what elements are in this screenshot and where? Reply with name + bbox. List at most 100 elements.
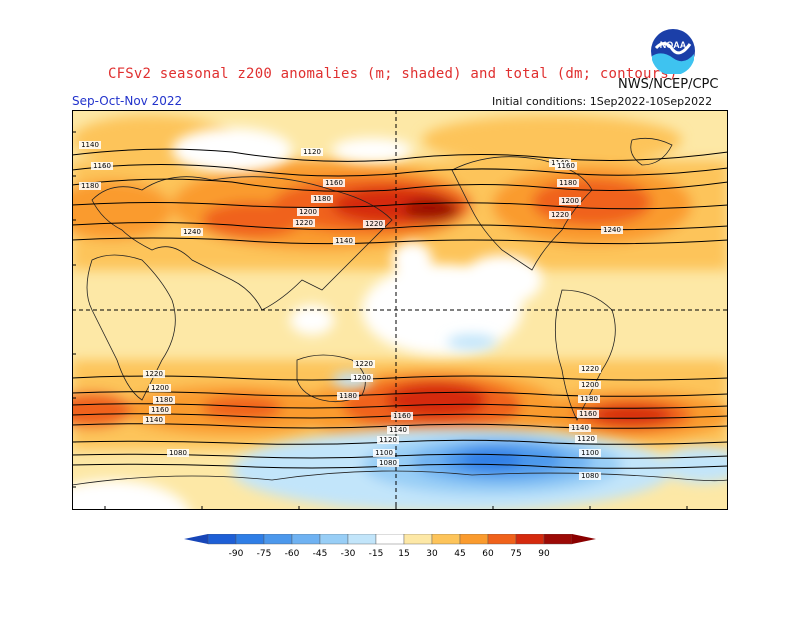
svg-text:1220: 1220 [355,360,373,368]
svg-text:1180: 1180 [81,182,99,190]
svg-text:1160: 1160 [93,162,111,170]
contour-label: 1180 [557,179,579,187]
season-label: Sep-Oct-Nov 2022 [72,94,183,108]
svg-text:1220: 1220 [551,211,569,219]
contour-label: 1180 [337,392,359,400]
contour-label: 1080 [167,449,189,457]
contour-label: 1220 [143,370,165,378]
neutral-anomaly-shading [72,128,542,510]
colorbar-box [487,534,517,545]
contour-label: 1200 [559,197,581,205]
svg-text:1120: 1120 [303,148,321,156]
contour-label: 1160 [149,406,171,414]
contour-label: 1140 [143,416,165,424]
contour-label: 1140 [387,426,409,434]
contour-label: 1160 [577,410,599,418]
contour-label: 1140 [569,424,591,432]
colorbar-box [235,534,265,545]
contour-label: 1240 [181,228,203,236]
initial-conditions-label: Initial conditions: 1Sep2022-10Sep2022 [492,95,713,108]
colorbar-label: -90 [229,549,244,559]
contour-label: 1100 [373,449,395,457]
contour-label: 1120 [301,148,323,156]
contour-label: 1220 [363,220,385,228]
colorbar-end-left [184,534,208,544]
svg-text:1200: 1200 [561,197,579,205]
colorbar-label: -75 [257,549,272,559]
colorbar-label: 90 [538,549,550,559]
colorbar-label: 45 [454,549,465,559]
contour-label: 1080 [579,472,601,480]
colorbar-box [431,534,461,545]
contour-label: 1080 [377,459,399,467]
svg-text:1080: 1080 [581,472,599,480]
svg-text:1120: 1120 [379,436,397,444]
svg-text:1160: 1160 [151,406,169,414]
colorbar-label: 15 [398,549,409,559]
svg-text:1200: 1200 [299,208,317,216]
svg-text:1140: 1140 [81,141,99,149]
svg-text:1220: 1220 [365,220,383,228]
colorbar-label: -45 [313,549,328,559]
contour-label: 1220 [353,360,375,368]
svg-text:1140: 1140 [389,426,407,434]
colorbar-label: 30 [426,549,438,559]
contour-labels: 1140 1160 1180 1120 1140 1160 1180 1200 1220 1240… [79,141,623,480]
contour-label: 1180 [578,395,600,403]
svg-text:1140: 1140 [335,237,353,245]
colorbar-box [459,534,489,545]
contour-label: 1140 [79,141,101,149]
colorbar-box [263,534,293,545]
colorbar-box [319,534,349,545]
svg-text:1160: 1160 [325,179,343,187]
colorbar-label: 60 [482,549,494,559]
svg-text:1180: 1180 [559,179,577,187]
colorbar-label: -15 [369,549,384,559]
contour-label: 1100 [579,449,601,457]
contour-label: 1220 [549,211,571,219]
contour-label: 1200 [351,374,373,382]
colorbar-box [207,534,237,545]
colorbar-label: -60 [285,549,300,559]
contour-label: 1160 [391,412,413,420]
colorbar-box [403,534,433,545]
colorbar-end-right [572,534,596,544]
contour-label: 1120 [575,435,597,443]
contour-label: 1220 [293,219,315,227]
svg-text:1180: 1180 [580,395,598,403]
svg-text:1120: 1120 [577,435,595,443]
svg-text:1200: 1200 [581,381,599,389]
anomaly-colorbar: -90 -75 -60 -45 -30 -15 15 30 45 60 75 90 [184,534,596,559]
svg-text:1240: 1240 [183,228,201,236]
svg-text:1220: 1220 [145,370,163,378]
contour-label: 1160 [555,162,577,170]
svg-text:1140: 1140 [145,416,163,424]
colorbar-box [543,534,573,545]
noaa-logo-text: NOAA [660,40,687,50]
svg-text:1220: 1220 [295,219,313,227]
contour-label: 1220 [579,365,601,373]
negative-anomaly-shading [232,334,728,510]
reference-lines [72,110,728,510]
svg-text:1080: 1080 [169,449,187,457]
svg-text:1180: 1180 [339,392,357,400]
svg-text:1100: 1100 [581,449,599,457]
colorbar-label: 75 [510,549,521,559]
contour-label: 1140 [333,237,355,245]
contour-label: 1200 [297,208,319,216]
contour-label: 1180 [311,195,333,203]
colorbar-box [515,534,545,545]
contour-label: 1200 [149,384,171,392]
noaa-logo: NOAA [651,29,695,74]
contour-label: 1200 [579,381,601,389]
contour-label: 1180 [153,396,175,404]
contour-label: 1240 [601,226,623,234]
source-label: NWS/NCEP/CPC [618,77,719,92]
svg-text:1160: 1160 [579,410,597,418]
contour-label: 1160 [323,179,345,187]
contour-label: 1160 [91,162,113,170]
svg-text:1200: 1200 [151,384,169,392]
svg-text:1180: 1180 [313,195,331,203]
svg-text:1100: 1100 [375,449,393,457]
colorbar-label: -30 [341,549,356,559]
